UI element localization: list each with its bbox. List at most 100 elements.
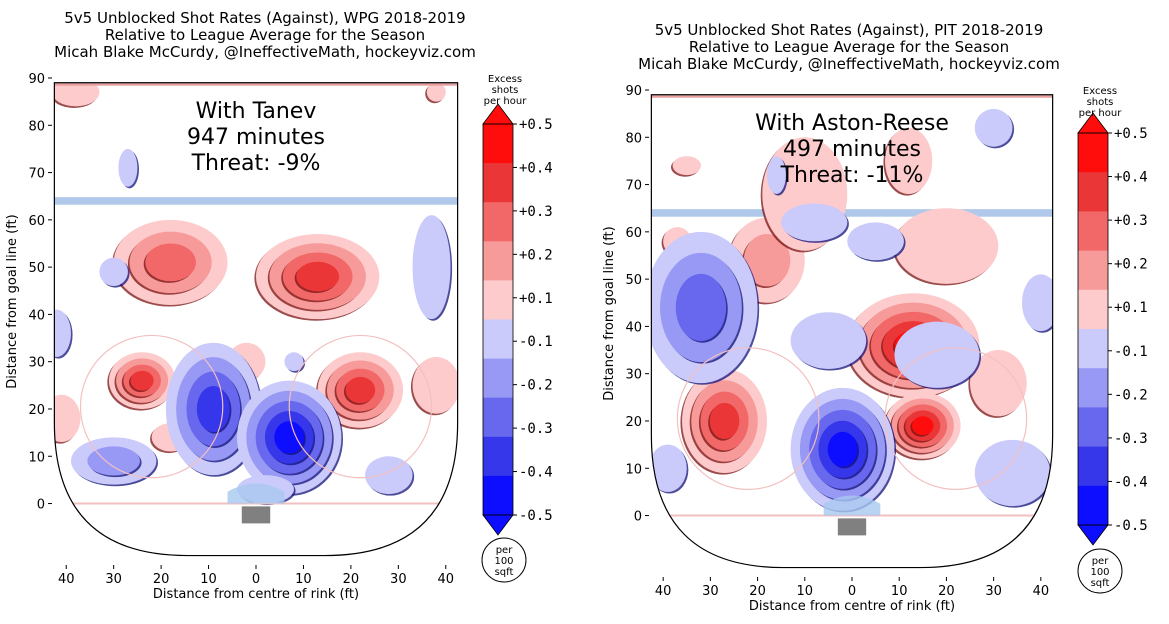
colorbar-swatch xyxy=(1078,289,1108,330)
y-tick-label: 10 xyxy=(28,450,45,465)
colorbar-tick-label: -0.3 xyxy=(519,421,553,437)
faceoff-circle xyxy=(676,347,820,491)
x-tick-label: 40 xyxy=(1033,584,1050,599)
threat-annotation: With Tanev xyxy=(196,99,317,124)
colorbar-tick-label: +0.1 xyxy=(519,291,553,307)
colorbar-extend-bottom xyxy=(1077,524,1109,546)
x-tick-label: 10 xyxy=(200,572,217,587)
y-tick-label: 50 xyxy=(28,261,45,276)
faceoff-circle xyxy=(884,347,1028,491)
y-tick-label: 30 xyxy=(625,368,642,383)
colorbar-tick-label: -0.2 xyxy=(519,378,553,394)
blue-line xyxy=(54,197,458,205)
y-axis-label: Distance from goal line (ft) xyxy=(602,226,617,400)
colorbar-tick-label: +0.2 xyxy=(519,247,553,263)
deficit-contour xyxy=(675,273,727,342)
x-tick-label: 40 xyxy=(437,572,454,587)
deficit-contour xyxy=(87,446,140,476)
x-tick-label: 0 xyxy=(252,572,260,587)
colorbar-tick-label: +0.2 xyxy=(1114,257,1148,273)
excess-contour xyxy=(912,416,934,436)
colorbar-tick-label: -0.5 xyxy=(519,508,553,524)
excess-contour xyxy=(130,370,154,391)
unit-label: sqft xyxy=(1091,578,1110,589)
deficit-contour xyxy=(118,148,138,187)
y-tick-label: 20 xyxy=(28,403,45,418)
x-tick-label: 10 xyxy=(797,584,814,599)
faceoff-circle xyxy=(79,334,224,479)
y-tick-label: 40 xyxy=(625,320,642,335)
colorbar-tick-label: +0.4 xyxy=(519,160,553,176)
unit-label: 100 xyxy=(494,556,513,567)
goal-crease xyxy=(823,495,881,516)
colorbar-header: per hour xyxy=(484,96,528,107)
x-tick-label: 40 xyxy=(58,572,75,587)
colorbar-header: per hour xyxy=(1079,108,1123,119)
excess-contour xyxy=(145,243,196,282)
threat-annotation: Threat: -9% xyxy=(191,151,321,176)
unit-label: sqft xyxy=(495,567,514,578)
colorbar-tick-label: +0.3 xyxy=(519,204,553,220)
chart-panel-pit: 5v5 Unblocked Shot Rates (Against), PIT … xyxy=(584,0,1168,620)
excess-contour xyxy=(412,356,458,414)
title-line-2: Relative to League Average for the Seaso… xyxy=(688,38,1010,56)
excess-contour xyxy=(54,394,81,443)
colorbar-header: shots xyxy=(492,85,519,96)
x-tick-label: 30 xyxy=(702,584,719,599)
unit-circle xyxy=(1077,548,1123,594)
colorbar-frame xyxy=(482,123,514,516)
colorbar-swatch xyxy=(1078,446,1108,487)
excess-contour xyxy=(426,82,446,102)
threat-annotation: 497 minutes xyxy=(783,137,921,162)
deficit-contour xyxy=(54,309,71,357)
x-tick-label: 30 xyxy=(105,572,122,587)
deficit-contour xyxy=(412,215,451,320)
rink-boards xyxy=(650,94,1054,569)
unit-label: per xyxy=(1092,556,1110,567)
colorbar-swatch xyxy=(1078,407,1108,448)
faceoff-circle xyxy=(288,334,433,479)
colorbar-tick-label: +0.4 xyxy=(1114,170,1148,186)
colorbar-swatch xyxy=(483,202,513,242)
title-line-1: 5v5 Unblocked Shot Rates (Against), WPG … xyxy=(64,9,466,27)
deficit-contour xyxy=(974,439,1051,507)
colorbar-swatch xyxy=(483,163,513,203)
colorbar-tick-label: +0.5 xyxy=(1114,126,1148,142)
y-axis-label: Distance from goal line (ft) xyxy=(5,214,20,388)
y-tick-label: 90 xyxy=(625,84,642,99)
colorbar-tick-label: +0.1 xyxy=(1114,300,1148,316)
excess-contour xyxy=(709,402,740,440)
rink-boards xyxy=(53,82,459,557)
y-tick-label: 60 xyxy=(625,226,642,241)
colorbar-frame xyxy=(1077,132,1109,526)
colorbar-swatch xyxy=(483,319,513,360)
colorbar-tick-label: +0.5 xyxy=(519,117,553,133)
threat-annotation: Threat: -11% xyxy=(780,163,924,188)
colorbar-tick-label: -0.4 xyxy=(1114,474,1148,490)
colorbar-swatch xyxy=(483,358,513,399)
y-tick-label: 70 xyxy=(625,179,642,194)
deficit-contour xyxy=(790,312,867,369)
unit-circle xyxy=(481,537,527,583)
colorbar-swatch xyxy=(1078,211,1108,252)
colorbar-tick-label: -0.3 xyxy=(1114,431,1148,447)
excess-contour xyxy=(345,376,376,404)
x-tick-label: 0 xyxy=(848,584,856,599)
colorbar-swatch xyxy=(483,397,513,438)
colorbar-swatch xyxy=(483,241,513,281)
y-tick-label: 50 xyxy=(625,273,642,288)
deficit-contour xyxy=(196,385,230,432)
deficit-contour xyxy=(894,321,980,388)
deficit-contour xyxy=(284,352,304,372)
colorbar-tick-label: -0.1 xyxy=(519,334,553,350)
colorbar-tick-label: -0.4 xyxy=(519,465,553,481)
x-tick-label: 20 xyxy=(343,572,360,587)
x-tick-label: 10 xyxy=(295,572,312,587)
excess-contour xyxy=(296,261,340,292)
x-tick-label: 20 xyxy=(153,572,170,587)
heatmap-layer xyxy=(651,95,1053,517)
y-tick-label: 80 xyxy=(625,131,642,146)
colorbar-header: Excess xyxy=(1083,86,1117,97)
title-line-3: Micah Blake McCurdy, @IneffectiveMath, h… xyxy=(638,55,1060,73)
